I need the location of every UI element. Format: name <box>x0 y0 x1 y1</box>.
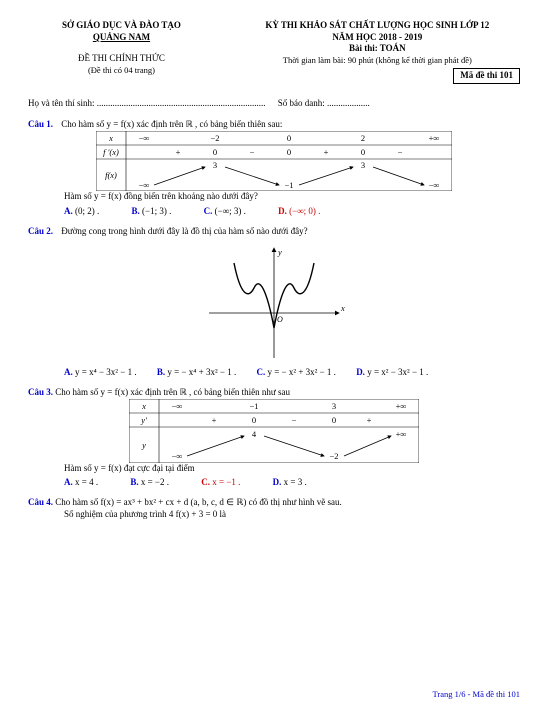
svg-text:+: + <box>212 415 217 425</box>
svg-text:x: x <box>340 303 345 313</box>
candidate-info: Họ và tên thí sinh: ....................… <box>28 98 520 110</box>
q3-opt-b: x = −2 . <box>141 477 169 487</box>
question-3: Câu 3. Cho hàm số y = f(x) xác định trên… <box>28 387 520 399</box>
org-line2: QUẢNG NAM <box>28 32 215 44</box>
pages-note: (Đề thi có 04 trang) <box>28 65 215 76</box>
official-label: ĐỀ THI CHÍNH THỨC <box>28 53 215 65</box>
svg-text:+: + <box>176 147 181 157</box>
header-left: SỞ GIÁO DỤC VÀ ĐÀO TẠO QUẢNG NAM ĐỀ THI … <box>28 20 215 84</box>
q2-opt-d: y = x² − 3x² − 1 . <box>367 367 428 377</box>
svg-text:+: + <box>324 147 329 157</box>
q2-graph: y x O <box>28 243 520 363</box>
svg-text:x: x <box>108 133 113 143</box>
q2-opt-a: y = x⁴ − 3x² − 1 . <box>75 367 137 377</box>
q1-opt-b: (−1; 3) . <box>142 206 171 216</box>
svg-text:3: 3 <box>361 160 365 170</box>
svg-text:+∞: +∞ <box>429 133 440 143</box>
svg-text:+: + <box>367 415 372 425</box>
q1-opt-d: (−∞; 0) . <box>289 206 320 216</box>
svg-text:0: 0 <box>287 133 291 143</box>
q2-curve-svg: y x O <box>199 243 349 363</box>
q3-options: A. x = 4 . B. x = −2 . C. x = −1 . D. x … <box>64 477 520 489</box>
q3-variation-diagram: x −∞ −1 3 +∞ y' + 0 − 0 + y −∞ 4 −2 +∞ <box>129 399 419 463</box>
q1-variation-diagram: x −∞ −2 0 2 +∞ f '(x) + 0 − 0 + 0 − f(x)… <box>96 131 452 191</box>
q4-body: Cho hàm số f(x) = ax³ + bx² + cx + d (a,… <box>55 497 342 507</box>
svg-text:y: y <box>277 247 282 257</box>
svg-text:−1: −1 <box>249 401 258 411</box>
q2-options: A. y = x⁴ − 3x² − 1 . B. y = − x⁴ + 3x² … <box>64 367 520 379</box>
svg-text:y': y' <box>140 415 147 425</box>
svg-text:−∞: −∞ <box>172 451 183 461</box>
svg-text:−∞: −∞ <box>172 401 183 411</box>
question-4: Câu 4. Cho hàm số f(x) = ax³ + bx² + cx … <box>28 497 520 509</box>
svg-text:−: − <box>292 415 297 425</box>
q1-opt-c: (−∞; 3) . <box>215 206 246 216</box>
svg-text:+∞: +∞ <box>396 429 407 439</box>
name-field: Họ và tên thí sinh: ....................… <box>28 98 266 108</box>
q1-ask: Hàm số y = f(x) đồng biến trên khoảng nà… <box>64 191 520 203</box>
q4-label: Câu 4. <box>28 497 53 507</box>
exam-page: SỞ GIÁO DỤC VÀ ĐÀO TẠO QUẢNG NAM ĐỀ THI … <box>0 0 548 708</box>
q3-table: x −∞ −1 3 +∞ y' + 0 − 0 + y −∞ 4 −2 +∞ <box>28 399 520 463</box>
svg-text:0: 0 <box>287 147 291 157</box>
svg-text:−2: −2 <box>329 451 338 461</box>
q1-body: Cho hàm số y = f(x) xác định trên ℝ , có… <box>61 119 282 129</box>
exam-title: KỲ THI KHẢO SÁT CHẤT LƯỢNG HỌC SINH LỚP … <box>235 20 520 32</box>
q1-table: x −∞ −2 0 2 +∞ f '(x) + 0 − 0 + 0 − f(x)… <box>28 131 520 191</box>
svg-text:0: 0 <box>252 415 256 425</box>
svg-text:0: 0 <box>361 147 365 157</box>
svg-text:O: O <box>277 315 283 324</box>
q2-body: Đường cong trong hình dưới đây là đồ thị… <box>61 226 307 236</box>
svg-text:−∞: −∞ <box>139 133 150 143</box>
q3-opt-a: x = 4 . <box>75 477 98 487</box>
org-line1: SỞ GIÁO DỤC VÀ ĐÀO TẠO <box>28 20 215 32</box>
svg-text:−∞: −∞ <box>429 180 440 190</box>
svg-text:y: y <box>141 440 146 450</box>
page-footer: Trang 1/6 - Mã đề thi 101 <box>432 689 520 700</box>
q3-body: Cho hàm số y = f(x) xác định trên ℝ , có… <box>55 387 290 397</box>
svg-text:0: 0 <box>332 415 336 425</box>
svg-text:−∞: −∞ <box>139 180 150 190</box>
question-2: Câu 2. Đường cong trong hình dưới đây là… <box>28 226 520 238</box>
header-right: KỲ THI KHẢO SÁT CHẤT LƯỢNG HỌC SINH LỚP … <box>235 20 520 84</box>
question-1: Câu 1. Cho hàm số y = f(x) xác định trên… <box>28 119 520 131</box>
svg-text:−1: −1 <box>284 180 293 190</box>
q2-label: Câu 2. <box>28 226 53 236</box>
q3-opt-d: x = 3 . <box>284 477 307 487</box>
number-field: Số báo danh: ................... <box>278 98 370 108</box>
q2-opt-c: y = − x² + 3x² − 1 . <box>267 367 335 377</box>
svg-text:3: 3 <box>332 401 336 411</box>
exam-subject: Bài thi: TOÁN <box>235 43 520 55</box>
svg-text:−: − <box>398 147 403 157</box>
q1-options: A. (0; 2) . B. (−1; 3) . C. (−∞; 3) . D.… <box>64 206 520 218</box>
svg-text:f(x): f(x) <box>105 170 117 180</box>
svg-text:−2: −2 <box>210 133 219 143</box>
exam-year: NĂM HỌC 2018 - 2019 <box>235 32 520 44</box>
q3-ask: Hàm số y = f(x) đạt cực đại tại điểm <box>64 463 520 475</box>
q2-opt-b: y = − x⁴ + 3x² − 1 . <box>167 367 236 377</box>
header: SỞ GIÁO DỤC VÀ ĐÀO TẠO QUẢNG NAM ĐỀ THI … <box>28 20 520 84</box>
svg-text:4: 4 <box>252 429 257 439</box>
exam-duration: Thời gian làm bài: 90 phút (không kể thờ… <box>235 55 520 66</box>
exam-code: Mã đề thi 101 <box>453 68 520 84</box>
svg-text:−: − <box>250 147 255 157</box>
svg-text:x: x <box>141 401 146 411</box>
svg-text:0: 0 <box>213 147 217 157</box>
q3-opt-c: x = −1 . <box>212 477 240 487</box>
q3-label: Câu 3. <box>28 387 53 397</box>
q4-ask: Số nghiệm của phương trình 4 f(x) + 3 = … <box>64 509 520 521</box>
svg-text:+∞: +∞ <box>396 401 407 411</box>
svg-text:2: 2 <box>361 133 365 143</box>
q1-opt-a: (0; 2) . <box>75 206 99 216</box>
svg-text:3: 3 <box>213 160 217 170</box>
svg-text:f '(x): f '(x) <box>103 147 119 157</box>
q1-label: Câu 1. <box>28 119 53 129</box>
